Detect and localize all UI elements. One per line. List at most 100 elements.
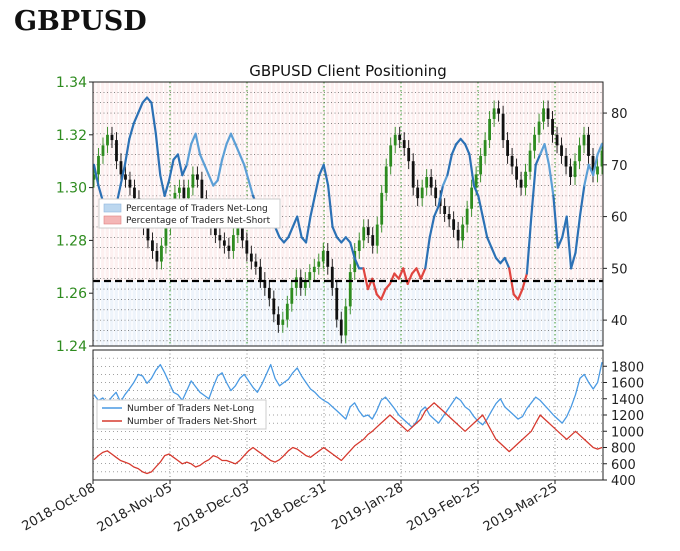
candle-body <box>97 155 100 175</box>
candle-body <box>573 161 577 178</box>
candle-body <box>402 140 406 148</box>
net-long-count-line <box>93 362 603 428</box>
net-long-pct-segment <box>181 163 188 177</box>
candle-body <box>587 134 590 156</box>
price-axis-tick-label: 1.30 <box>56 181 87 197</box>
candle-body <box>398 134 402 141</box>
net-long-pct-segment <box>225 132 233 146</box>
net-long-pct-segment <box>247 179 255 197</box>
net-long-pct-segment <box>167 158 175 182</box>
pct-axis-tick-label: 50 <box>611 262 628 277</box>
net-long-pct-segment <box>287 225 294 239</box>
net-long-pct-segment <box>274 225 281 239</box>
candle-body <box>555 134 559 146</box>
net-long-pct-segment <box>207 174 215 187</box>
candle-body <box>200 179 204 199</box>
candle-body <box>281 319 285 325</box>
candle-body <box>353 250 357 273</box>
candle-body <box>93 174 96 180</box>
net-long-pct-segment <box>327 184 334 229</box>
net-long-pct-segment <box>340 236 347 244</box>
candle-body <box>303 280 307 288</box>
net-long-pct-segment <box>380 287 387 301</box>
candle-body <box>497 108 501 114</box>
candle-body <box>128 179 132 188</box>
candle-body <box>231 235 235 251</box>
net-long-pct-segment <box>150 101 157 135</box>
candle-body <box>591 155 595 175</box>
pct-axis-tick-label: 70 <box>611 159 628 174</box>
net-long-pct-segment <box>481 215 489 239</box>
candle-body <box>506 140 509 156</box>
net-long-pct-segment <box>194 132 202 156</box>
net-long-pct-segment <box>592 153 599 177</box>
legend-swatch-net-long <box>103 203 122 213</box>
net-long-pct-segment <box>185 143 193 166</box>
net-long-pct-segment <box>313 174 321 197</box>
net-long-pct-segment <box>198 153 206 166</box>
candle-body <box>488 118 492 141</box>
net-long-pct-segment <box>278 236 286 244</box>
top-legend-box <box>98 198 281 229</box>
candle-body <box>267 287 271 299</box>
candle-body <box>218 235 222 241</box>
net-long-pct-segment <box>141 96 149 104</box>
candle-body <box>569 166 572 178</box>
candle-body <box>560 145 563 156</box>
candle-body <box>371 235 375 246</box>
candle-body <box>600 150 603 167</box>
candle-body <box>101 145 105 156</box>
candle-body <box>317 261 321 267</box>
net-long-pct-segment <box>97 184 104 203</box>
candle-body <box>335 287 339 320</box>
candle-body <box>479 155 483 175</box>
candle-body <box>366 227 370 236</box>
net-long-pct-segment <box>93 163 100 187</box>
net-long-pct-segment <box>574 215 582 254</box>
date-axis-tick-label: 2019-Mar-25 <box>481 480 560 534</box>
legend-label-net-long-pct: Percentage of Traders Net-Long <box>126 204 268 214</box>
candle-body <box>106 134 109 146</box>
net-long-pct-segment <box>472 184 480 197</box>
pct-axis-tick-label: 80 <box>611 107 628 122</box>
net-long-pct-segment <box>362 267 369 291</box>
candle-body <box>133 187 136 199</box>
net-long-pct-segment <box>304 215 312 244</box>
candle-body <box>285 303 289 320</box>
chart-title: GBPUSD Client Positioning <box>249 62 447 80</box>
candle-body <box>151 240 154 251</box>
net-long-pct-segment <box>578 184 586 218</box>
candle-body <box>330 266 334 288</box>
candle-body <box>546 108 550 119</box>
net-long-pct-segment <box>543 143 551 166</box>
net-long-pct-segment <box>534 153 542 166</box>
net-long-pct-segment <box>583 163 590 187</box>
count-axis-tick-label: 400 <box>611 474 636 489</box>
net-long-pct-segment <box>419 267 427 280</box>
net-long-pct-segment <box>530 163 537 218</box>
candle-body <box>155 250 159 262</box>
net-long-pct-segment <box>132 111 140 125</box>
candle-body <box>461 224 465 241</box>
candle-body <box>249 253 253 262</box>
price-axis-tick-label: 1.32 <box>56 128 87 144</box>
legend-label-net-short-count: Number of Traders Net-Short <box>127 417 257 427</box>
candle-body <box>236 227 240 236</box>
candle-body <box>429 177 433 188</box>
candle-body <box>416 187 420 199</box>
candle-body <box>515 166 518 180</box>
net-long-pct-segment <box>128 122 135 141</box>
net-long-pct-segment <box>229 132 237 146</box>
net-long-pct-segment <box>163 179 171 197</box>
candle-body <box>443 206 447 214</box>
candle-body <box>375 224 379 246</box>
candle-body <box>348 272 352 307</box>
net-long-pct-segment <box>477 194 484 218</box>
price-axis-tick-label: 1.34 <box>56 75 87 91</box>
net-long-pct-segment <box>335 236 343 244</box>
net-long-pct-segment <box>322 163 330 187</box>
candle-body <box>182 187 186 199</box>
candle-body <box>290 287 294 304</box>
top-panel-frame <box>92 81 604 347</box>
